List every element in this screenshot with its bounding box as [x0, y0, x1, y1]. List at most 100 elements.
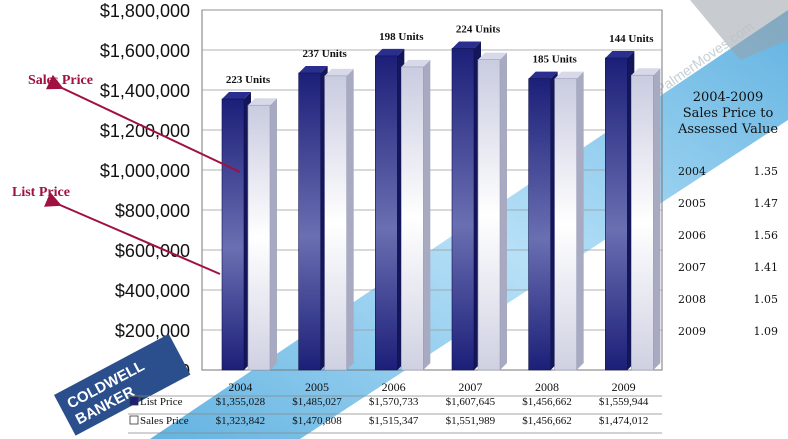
table-legend-swatch	[129, 415, 139, 425]
y-tick-label: $800,000	[115, 201, 190, 221]
y-axis: $0$200,000$400,000$600,000$800,000$1,000…	[100, 1, 190, 381]
unit-labels: 223 Units 237 Units 198 Units 224 Units 185 …	[226, 23, 654, 86]
bar-list-price	[605, 57, 628, 371]
y-tick-label: $400,000	[115, 281, 190, 301]
unit-label: 224 Units	[456, 23, 501, 35]
ratio-title-line3: Assessed Value	[677, 122, 779, 137]
bar-sales-price	[554, 78, 577, 371]
unit-label: 198 Units	[379, 31, 424, 43]
table-cell-sales: $1,456,662	[522, 415, 572, 427]
table-row-label: Sales Price	[140, 415, 189, 427]
bar-top	[478, 52, 507, 60]
bar-list-price	[221, 98, 245, 371]
ratio-value: 1.41	[753, 261, 779, 274]
ratio-year: 2005	[678, 197, 706, 210]
y-tick-label: $1,000,000	[100, 161, 190, 181]
y-tick-label: $1,800,000	[100, 1, 190, 21]
table-cell-sales: $1,474,012	[599, 415, 649, 427]
x-tick-label: 2004	[228, 380, 252, 394]
x-tick-label: 2008	[535, 380, 559, 394]
table-cell-sales: $1,323,842	[216, 415, 266, 427]
ratio-value: 1.56	[753, 229, 779, 242]
bar-side	[423, 59, 431, 370]
x-tick-label: 2007	[458, 380, 482, 394]
bar-sales-price	[324, 75, 347, 371]
bar-top	[298, 65, 328, 73]
bar-top	[554, 71, 584, 79]
y-tick-label: $1,400,000	[100, 81, 190, 101]
y-tick-label: $600,000	[115, 241, 190, 261]
unit-label: 144 Units	[609, 33, 654, 45]
bar-side	[653, 68, 661, 370]
ratio-value: 1.47	[753, 197, 779, 210]
ratio-value: 1.09	[753, 325, 779, 338]
annotation-list-price: List Price	[12, 185, 70, 200]
watermark-fold	[690, 0, 788, 60]
bar-top	[452, 41, 481, 49]
ratio-year: 2006	[678, 229, 706, 242]
ratio-year: 2008	[678, 293, 706, 306]
annotation-list-arrow	[43, 192, 221, 275]
ratio-year: 2004	[678, 165, 706, 178]
bar-list-price	[451, 48, 475, 371]
bar-top	[605, 51, 635, 59]
table-row-label: List Price	[140, 396, 183, 408]
bar-top	[324, 68, 354, 76]
x-tick-label: 2009	[612, 380, 636, 394]
ratio-row: 2008 1.05	[678, 293, 778, 309]
bar-top	[248, 98, 277, 106]
table-cell-sales: $1,551,989	[446, 415, 496, 427]
table-cell-list: $1,570,733	[369, 396, 419, 408]
bar-side	[576, 71, 584, 370]
bar-top	[222, 91, 251, 99]
annotation-sales-arrow	[45, 74, 241, 173]
data-table: List Price Sales Price 2004 $1,355,028 $1,32…	[128, 380, 662, 434]
ratio-row: 2005 1.47	[678, 197, 778, 213]
ratio-value: 1.35	[753, 165, 779, 178]
table-cell-sales: $1,470,808	[292, 415, 342, 427]
ratio-panel: 2004-2009 Sales Price to Assessed Value …	[672, 90, 784, 338]
table-legend-swatch	[129, 396, 139, 406]
unit-label: 237 Units	[303, 48, 348, 60]
ratio-value: 1.05	[753, 293, 779, 306]
ratio-row: 2006 1.56	[678, 229, 778, 245]
annotation-sales-price: Sales Price	[28, 73, 93, 88]
ratio-row: 2009 1.09	[678, 325, 778, 341]
bar-top	[528, 71, 558, 79]
annotations: Sales Price List Price	[12, 73, 241, 275]
gridlines	[202, 9, 662, 331]
table-cell-sales: $1,515,347	[369, 415, 419, 427]
bar-side	[270, 98, 277, 370]
bar-sales-price	[401, 66, 424, 371]
bar-top	[631, 68, 661, 76]
table-cell-list: $1,355,028	[216, 396, 266, 408]
bar-side	[346, 68, 354, 370]
ratio-title-line1: 2004-2009	[692, 90, 764, 105]
table-cell-list: $1,559,944	[599, 396, 649, 408]
bar-sales-price	[247, 104, 271, 371]
y-tick-label: $1,200,000	[100, 121, 190, 141]
bar-list-price	[528, 78, 551, 371]
bar-side	[500, 52, 507, 370]
table-cell-list: $1,485,027	[292, 396, 342, 408]
bar-sales-price	[477, 59, 501, 371]
bar-top	[401, 59, 431, 67]
y-tick-label: $200,000	[115, 321, 190, 341]
bar-list-price	[298, 72, 321, 371]
x-tick-label: 2006	[382, 380, 406, 394]
bar-list-price	[375, 55, 398, 371]
y-tick-label: $1,600,000	[100, 41, 190, 61]
ratio-row: 2004 1.35	[678, 165, 778, 181]
unit-label: 223 Units	[226, 74, 271, 86]
bar-sales-price	[631, 74, 654, 371]
bar-top	[375, 48, 405, 56]
table-cell-list: $1,607,645	[446, 396, 496, 408]
unit-label: 185 Units	[533, 54, 578, 66]
ratio-row: 2007 1.41	[678, 261, 778, 277]
x-tick-label: 2005	[305, 380, 329, 394]
ratio-title-line2: Sales Price to	[682, 106, 774, 121]
ratio-year: 2007	[678, 261, 706, 274]
table-cell-list: $1,456,662	[522, 396, 572, 408]
ratio-year: 2009	[678, 325, 706, 338]
